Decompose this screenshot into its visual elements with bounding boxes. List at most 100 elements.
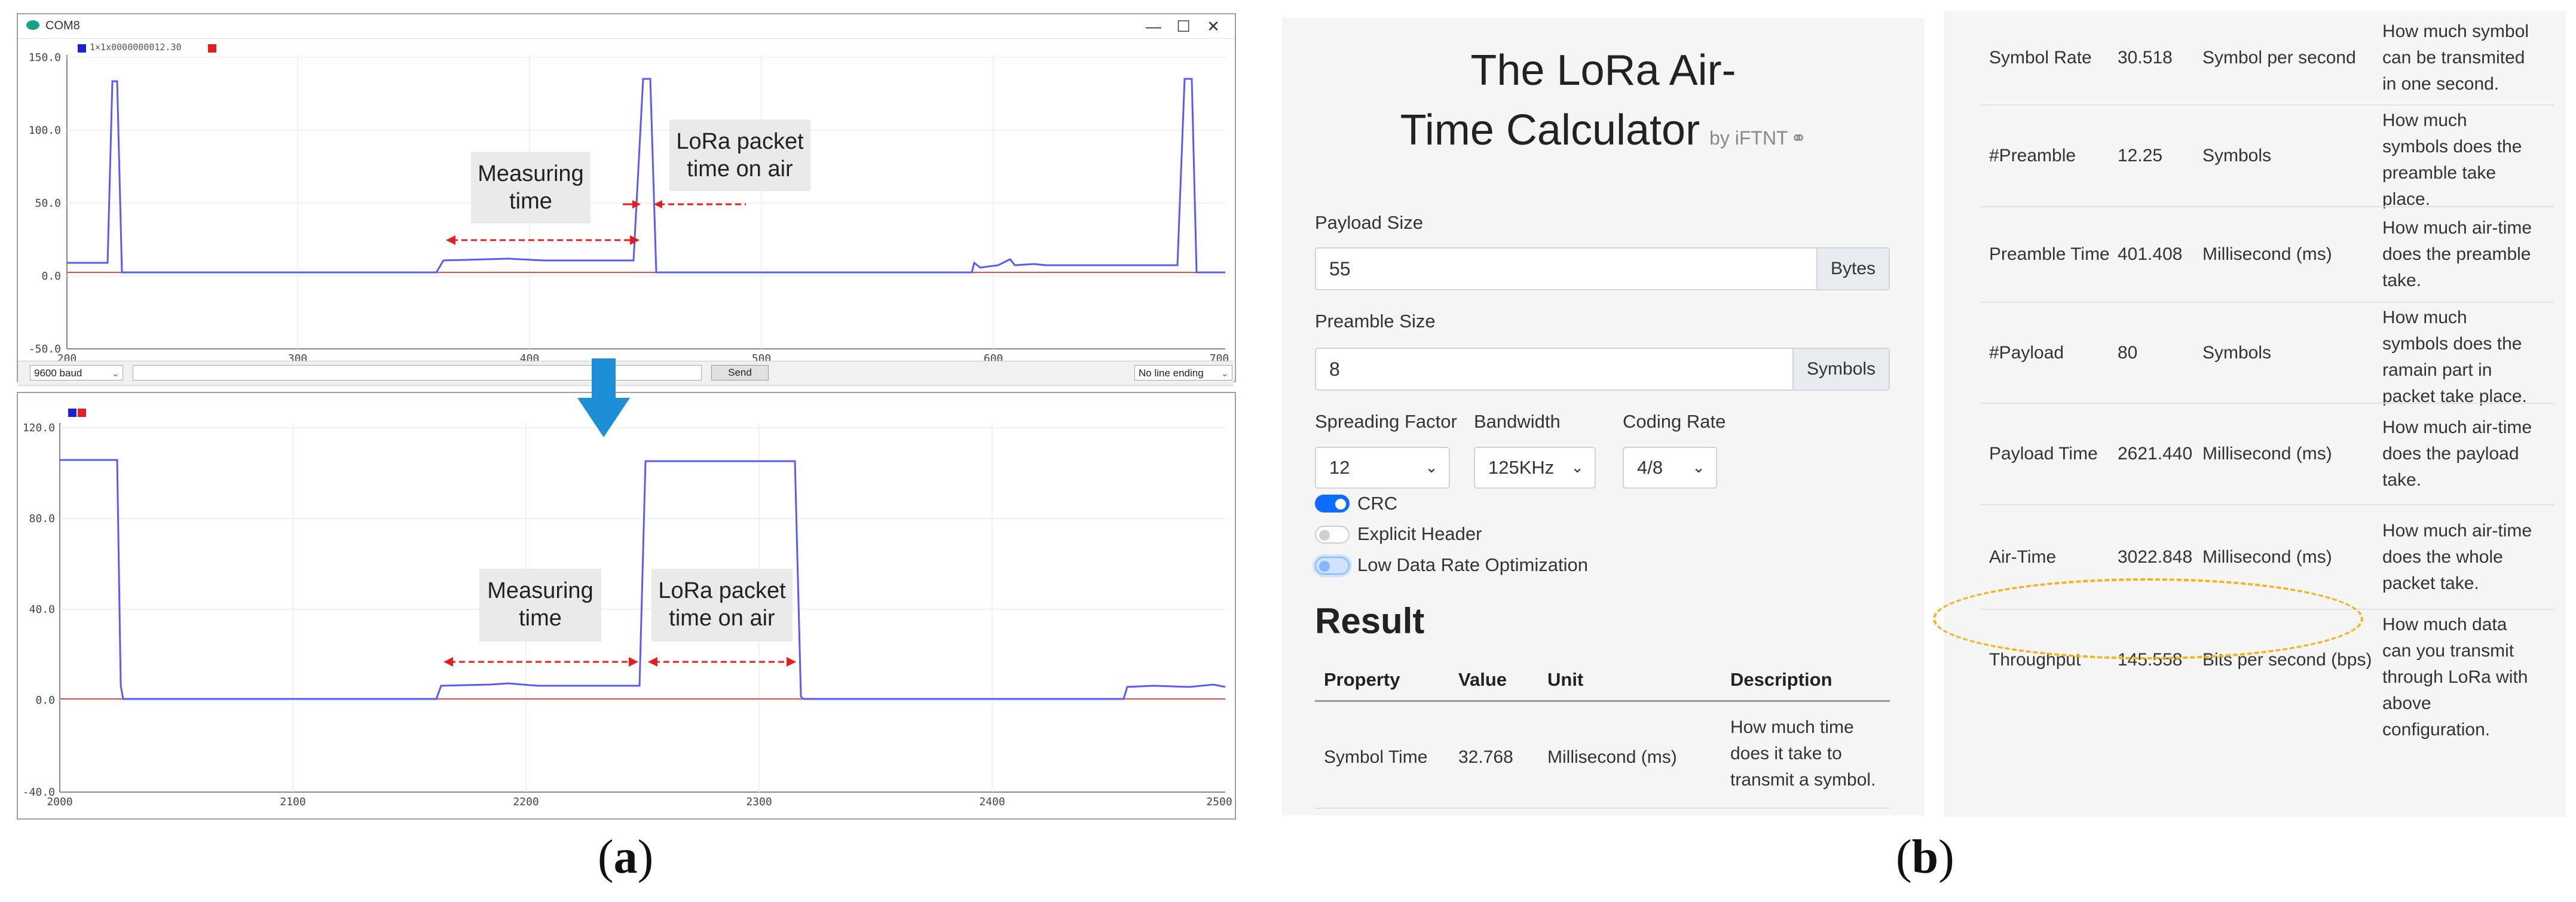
cell-unit: Millisecond (ms) <box>2202 444 2332 464</box>
table-row: Payload Time 2621.440 Millisecond (ms) How … <box>1944 403 2566 505</box>
y-tick-neg50: -50.0 <box>29 343 61 355</box>
legend-swatch-red <box>208 44 216 53</box>
lora-calculator-form: The LoRa Air- Time Calculator by iFTNT ⚭ P… <box>1282 18 1925 815</box>
signal-trace-bottom <box>60 459 1226 700</box>
cell-property: Symbol Rate <box>1989 48 2092 68</box>
cell-property: #Preamble <box>1989 146 2076 165</box>
cell-value: 30.518 <box>2118 48 2173 68</box>
chevron-down-icon: ⌄ <box>1571 458 1584 476</box>
col-header-value: Value <box>1458 669 1507 690</box>
legend-swatch-blue <box>68 409 77 417</box>
bandwidth-label: Bandwidth <box>1474 411 1561 432</box>
cell-unit: Millisecond (ms) <box>1547 747 1677 767</box>
x-tick-2100: 2100 <box>280 796 305 808</box>
col-header-description: Description <box>1730 669 1832 690</box>
cell-value: 12.25 <box>2118 146 2163 165</box>
y-tick-80: 80.0 <box>29 513 55 525</box>
cell-description: How much symbols does the preamble take … <box>2382 111 2522 209</box>
explicit-header-label: Explicit Header <box>1357 523 1482 544</box>
github-icon[interactable]: ⚭ <box>1790 127 1807 149</box>
legend-label: 1×1x0000000012.30 <box>90 42 182 53</box>
payload-size-value: 55 <box>1329 258 1351 280</box>
y-tick-50: 50.0 <box>35 197 61 210</box>
maximize-icon[interactable]: ☐ <box>1176 17 1191 35</box>
serial-plotter-panel: COM8 — ☐ ✕ 1×1x0000000012.30 150.0 100.0… <box>0 0 1249 883</box>
x-tick-2400: 2400 <box>979 796 1005 808</box>
coding-rate-select[interactable]: 4/8 ⌄ <box>1623 447 1717 489</box>
bandwidth-select[interactable]: 125KHz ⌄ <box>1474 447 1596 489</box>
row-divider <box>1980 206 2554 207</box>
legend-swatch-red <box>78 409 86 417</box>
crc-toggle[interactable] <box>1315 495 1350 513</box>
table-row: Air-Time 3022.848 Millisecond (ms) How much… <box>1944 505 2566 610</box>
plot-bottom: 120.0 80.0 40.0 0.0 -40.0 2000 2100 2200… <box>23 422 1232 808</box>
chevron-down-icon: ⌄ <box>1221 369 1228 378</box>
baud-rate-select[interactable]: 9600 baud ⌄ <box>30 365 123 381</box>
figure-caption-b: (b) <box>1896 831 1954 883</box>
measuring-arrowhead-right <box>630 235 640 245</box>
table-row: #Payload 80 Symbols How much symbols does t… <box>1944 302 2566 406</box>
cell-value: 80 <box>2118 342 2138 363</box>
minimize-icon[interactable]: — <box>1146 17 1161 35</box>
cell-value: 3022.848 <box>2118 547 2193 567</box>
serial-plotter-window-bottom: 120.0 80.0 40.0 0.0 -40.0 2000 2100 2200… <box>17 392 1236 820</box>
cell-unit: Symbols <box>2202 342 2272 363</box>
preamble-size-label: Preamble Size <box>1315 311 1436 332</box>
table-header-rule <box>1315 700 1890 702</box>
x-tick-2000: 2000 <box>47 796 72 808</box>
row-divider <box>1980 504 2554 505</box>
lora-calculator-results: Symbol Rate 30.518 Symbol per second How mu… <box>1944 11 2566 817</box>
cell-description: How much symbol can be transmited in one… <box>2382 22 2529 94</box>
airtime-highlight-ellipse <box>1933 578 2363 659</box>
table-row: Preamble Time 401.408 Millisecond (ms) How … <box>1944 207 2566 303</box>
cell-unit: Symbol per second <box>2202 48 2356 68</box>
legend-swatch-blue <box>78 44 86 53</box>
serial-plotter-window-top: COM8 — ☐ ✕ 1×1x0000000012.30 150.0 100.0… <box>17 13 1236 382</box>
row-divider <box>1315 808 1890 809</box>
low-data-rate-optimization-toggle[interactable] <box>1315 557 1350 575</box>
spreading-factor-value: 12 <box>1329 457 1350 478</box>
preamble-size-input[interactable]: 8 Symbols <box>1315 348 1890 391</box>
cell-value: 2621.440 <box>2118 444 2193 464</box>
y-tick-40: 40.0 <box>29 603 55 616</box>
x-tick-2500: 2500 <box>1206 796 1232 808</box>
cell-property: #Payload <box>1989 342 2064 363</box>
signal-trace-top <box>67 78 1225 274</box>
y-tick-150: 150.0 <box>29 51 61 64</box>
cell-unit: Symbols <box>2202 146 2272 165</box>
cell-unit: Millisecond (ms) <box>2202 244 2332 264</box>
cell-description: How much air-time does the payload take. <box>2382 418 2532 490</box>
bandwidth-value: 125KHz <box>1488 457 1555 478</box>
cell-value: 32.768 <box>1458 747 1513 767</box>
y-tick-0: 0.0 <box>41 270 61 283</box>
down-arrow-icon <box>577 358 630 437</box>
cell-unit: Millisecond (ms) <box>2202 547 2332 567</box>
annotation-measuring-time-bottom: Measuring time <box>479 569 601 642</box>
payload-size-input[interactable]: 55 Bytes <box>1315 247 1890 290</box>
baud-rate-value: 9600 baud <box>34 367 82 379</box>
result-heading: Result <box>1315 601 1425 641</box>
explicit-header-toggle[interactable] <box>1315 526 1350 544</box>
measuring-arrowhead-left <box>446 235 455 245</box>
arduino-icon <box>26 20 39 30</box>
cell-description: How much symbols does the ramain part in… <box>2382 308 2527 406</box>
crc-label: CRC <box>1357 493 1398 514</box>
payload-size-unit: Bytes <box>1816 248 1889 289</box>
payload-size-label: Payload Size <box>1315 212 1423 233</box>
chevron-down-icon: ⌄ <box>1425 458 1438 476</box>
cell-property: Preamble Time <box>1989 244 2110 264</box>
send-button[interactable]: Send <box>711 365 769 381</box>
y-gridlines <box>60 423 1225 792</box>
byline: by iFTNT <box>1709 127 1788 149</box>
serial-status-bar: 9600 baud ⌄ Send No line ending ⌄ <box>18 361 1234 386</box>
preamble-size-value: 8 <box>1329 358 1340 380</box>
y-gridlines <box>67 55 1225 349</box>
coding-rate-value: 4/8 <box>1637 457 1663 478</box>
spreading-factor-label: Spreading Factor <box>1315 411 1457 432</box>
spreading-factor-select[interactable]: 12 ⌄ <box>1315 447 1450 489</box>
cell-property: Air-Time <box>1989 547 2057 567</box>
line-ending-select[interactable]: No line ending ⌄ <box>1134 365 1232 381</box>
plot-top: 150.0 100.0 50.0 0.0 -50.0 200 300 400 5… <box>29 51 1229 365</box>
close-icon[interactable]: ✕ <box>1207 17 1220 35</box>
coding-rate-label: Coding Rate <box>1623 411 1726 432</box>
